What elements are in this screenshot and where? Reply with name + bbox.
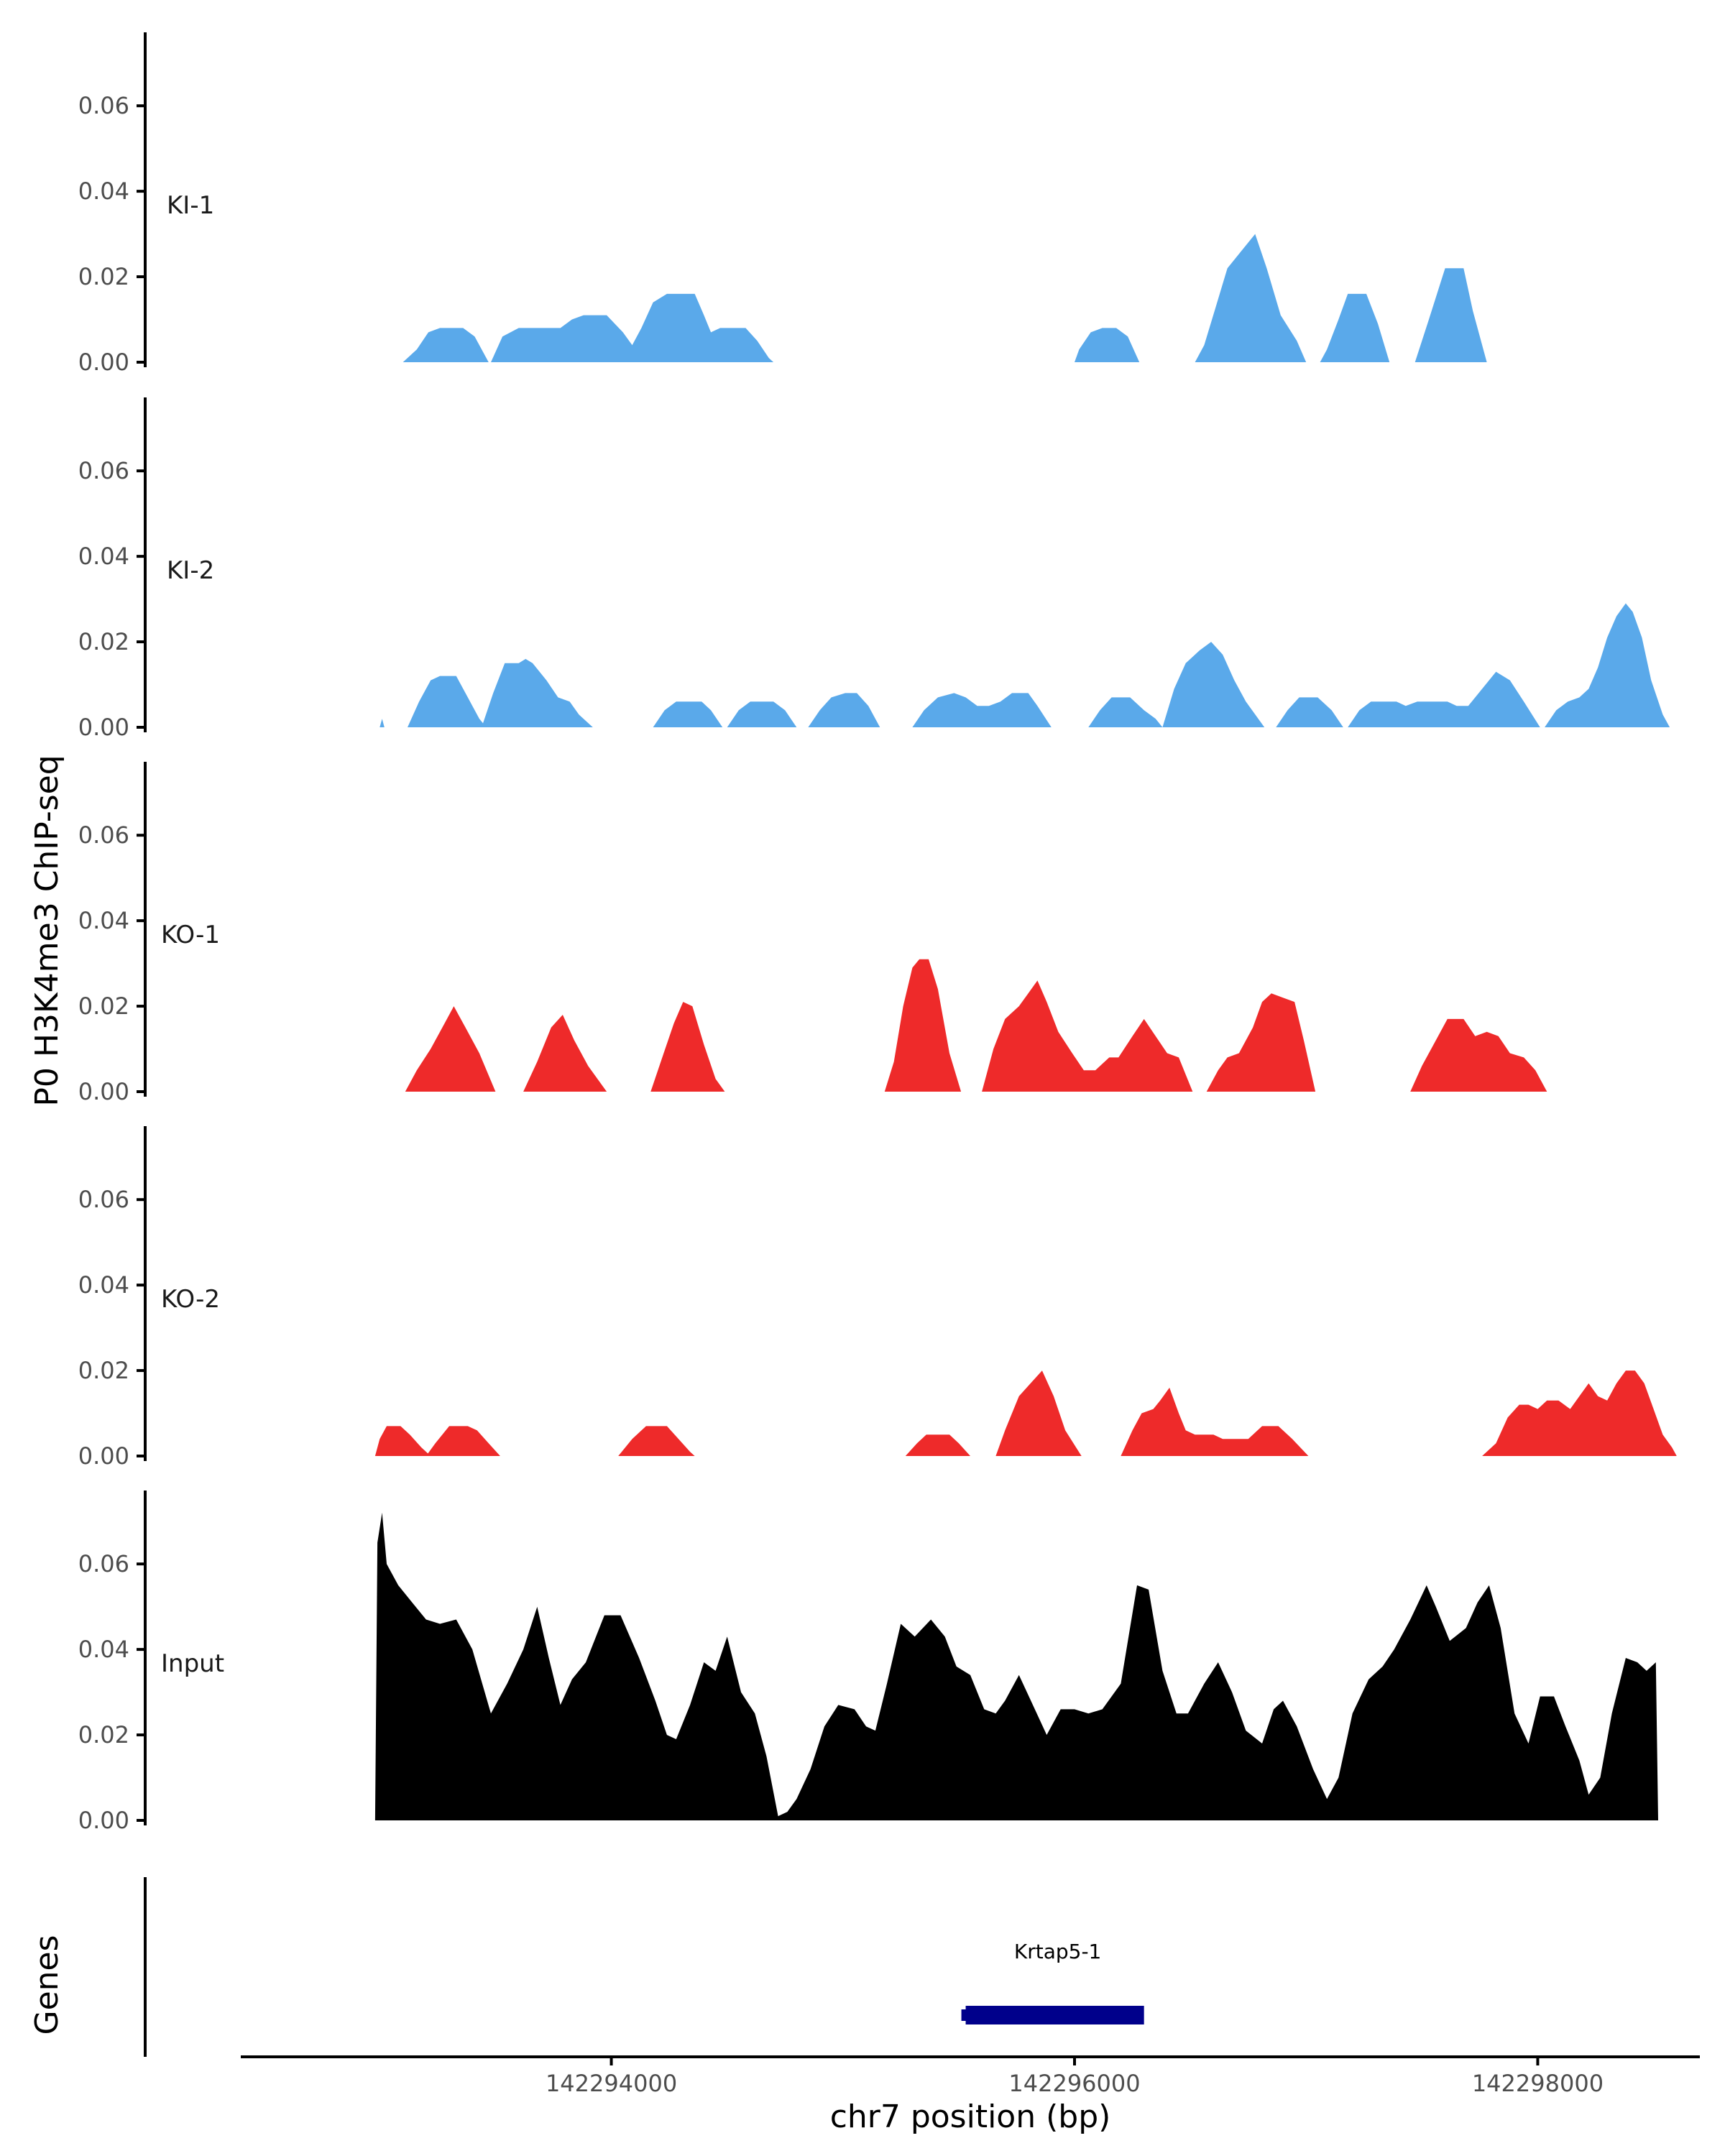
y-tick-label: 0.00	[78, 349, 129, 376]
track-label: KO-1	[161, 921, 220, 949]
coverage-peak	[618, 1426, 695, 1456]
track-ki-2: 0.00 0.02 0.04 0.06 KI-2	[78, 397, 1670, 741]
y-axis-title: P0 H3K4me3 ChIP-seq	[29, 755, 65, 1106]
y-tick-label: 0.06	[78, 92, 129, 119]
coverage-peak	[1482, 1370, 1677, 1456]
y-tick-label: 0.06	[78, 821, 129, 849]
coverage-peak	[808, 693, 880, 727]
coverage-peak	[905, 1434, 970, 1456]
coverage-peak	[491, 293, 774, 362]
track-ko-2: 0.00 0.02 0.04 0.06 KO-2	[78, 1126, 1677, 1470]
coverage-peak	[1206, 993, 1316, 1092]
coverage-peak	[523, 1015, 607, 1092]
y-tick-label: 0.04	[78, 1636, 129, 1663]
y-tick-label: 0.00	[78, 1442, 129, 1470]
coverage-peak	[402, 328, 489, 362]
coverage-peak	[727, 701, 797, 727]
track-label: KO-2	[161, 1285, 220, 1314]
coverage-peak	[1414, 268, 1487, 362]
gene-strand-marker	[961, 2009, 970, 2021]
x-axis-title: chr7 position (bp)	[830, 2099, 1111, 2135]
y-tick-label: 0.04	[78, 1271, 129, 1299]
gene-panel: Genes Krtap5-1	[29, 1877, 1144, 2057]
y-tick-label: 0.04	[78, 178, 129, 205]
y-tick-label: 0.04	[78, 907, 129, 934]
coverage-peak	[1545, 603, 1670, 727]
x-tick-label: 142296000	[1008, 2070, 1140, 2097]
y-tick-label: 0.02	[78, 992, 129, 1020]
track-ko-1: 0.00 0.02 0.04 0.06 KO-1	[78, 762, 1547, 1105]
coverage-peak	[650, 1002, 725, 1092]
track-input: 0.00 0.02 0.04 0.06 Input	[78, 1491, 1658, 1834]
y-tick-label: 0.02	[78, 1721, 129, 1749]
track-ki-1: 0.00 0.02 0.04 0.06 KI-1	[78, 32, 1487, 376]
coverage-peak	[1320, 293, 1390, 362]
coverage-peak	[426, 1426, 500, 1456]
y-tick-label: 0.00	[78, 1807, 129, 1834]
coverage-peak	[408, 676, 487, 727]
coverage-peak	[995, 1370, 1082, 1456]
y-tick-label: 0.00	[78, 714, 129, 741]
coverage-peak	[1121, 1387, 1309, 1456]
y-tick-label: 0.06	[78, 1550, 129, 1577]
coverage-peak	[374, 1426, 431, 1456]
track-label: Input	[161, 1649, 224, 1678]
gene-body	[965, 2006, 1144, 2024]
coverage-peak	[482, 658, 593, 727]
coverage-peak	[1195, 234, 1307, 362]
coverage-peak	[1088, 697, 1163, 727]
y-tick-label: 0.02	[78, 628, 129, 655]
y-tick-label: 0.06	[78, 1186, 129, 1213]
coverage-tracks: 0.00 0.02 0.04 0.06 KI-1 0.00 0.02 0.04 0.06 KI-2…	[78, 32, 1677, 1834]
coverage-peak	[982, 980, 1193, 1092]
coverage-peak	[884, 959, 962, 1092]
x-tick-label: 142294000	[546, 2070, 677, 2097]
coverage-peak	[374, 1512, 1658, 1820]
coverage-peak	[653, 701, 723, 727]
x-tick-label: 142298000	[1472, 2070, 1604, 2097]
coverage-peak	[1348, 671, 1540, 727]
coverage-peak	[1075, 328, 1140, 362]
coverage-peak	[1162, 642, 1265, 727]
coverage-peak	[405, 1006, 496, 1092]
coverage-peak	[1410, 1018, 1547, 1092]
y-tick-label: 0.02	[78, 263, 129, 290]
gene-name-label: Krtap5-1	[1014, 1940, 1102, 1963]
track-label: KI-2	[167, 556, 214, 585]
x-axis: 142294000 142296000 142298000	[241, 2055, 1700, 2097]
y-tick-label: 0.06	[78, 457, 129, 484]
gene-track-label: Genes	[29, 1935, 65, 2035]
coverage-peak	[1276, 697, 1343, 727]
y-tick-label: 0.04	[78, 543, 129, 570]
y-tick-label: 0.02	[78, 1357, 129, 1384]
coverage-peak	[380, 719, 385, 727]
y-tick-label: 0.00	[78, 1078, 129, 1105]
track-label: KI-1	[167, 191, 214, 220]
coverage-peak	[912, 693, 1052, 727]
